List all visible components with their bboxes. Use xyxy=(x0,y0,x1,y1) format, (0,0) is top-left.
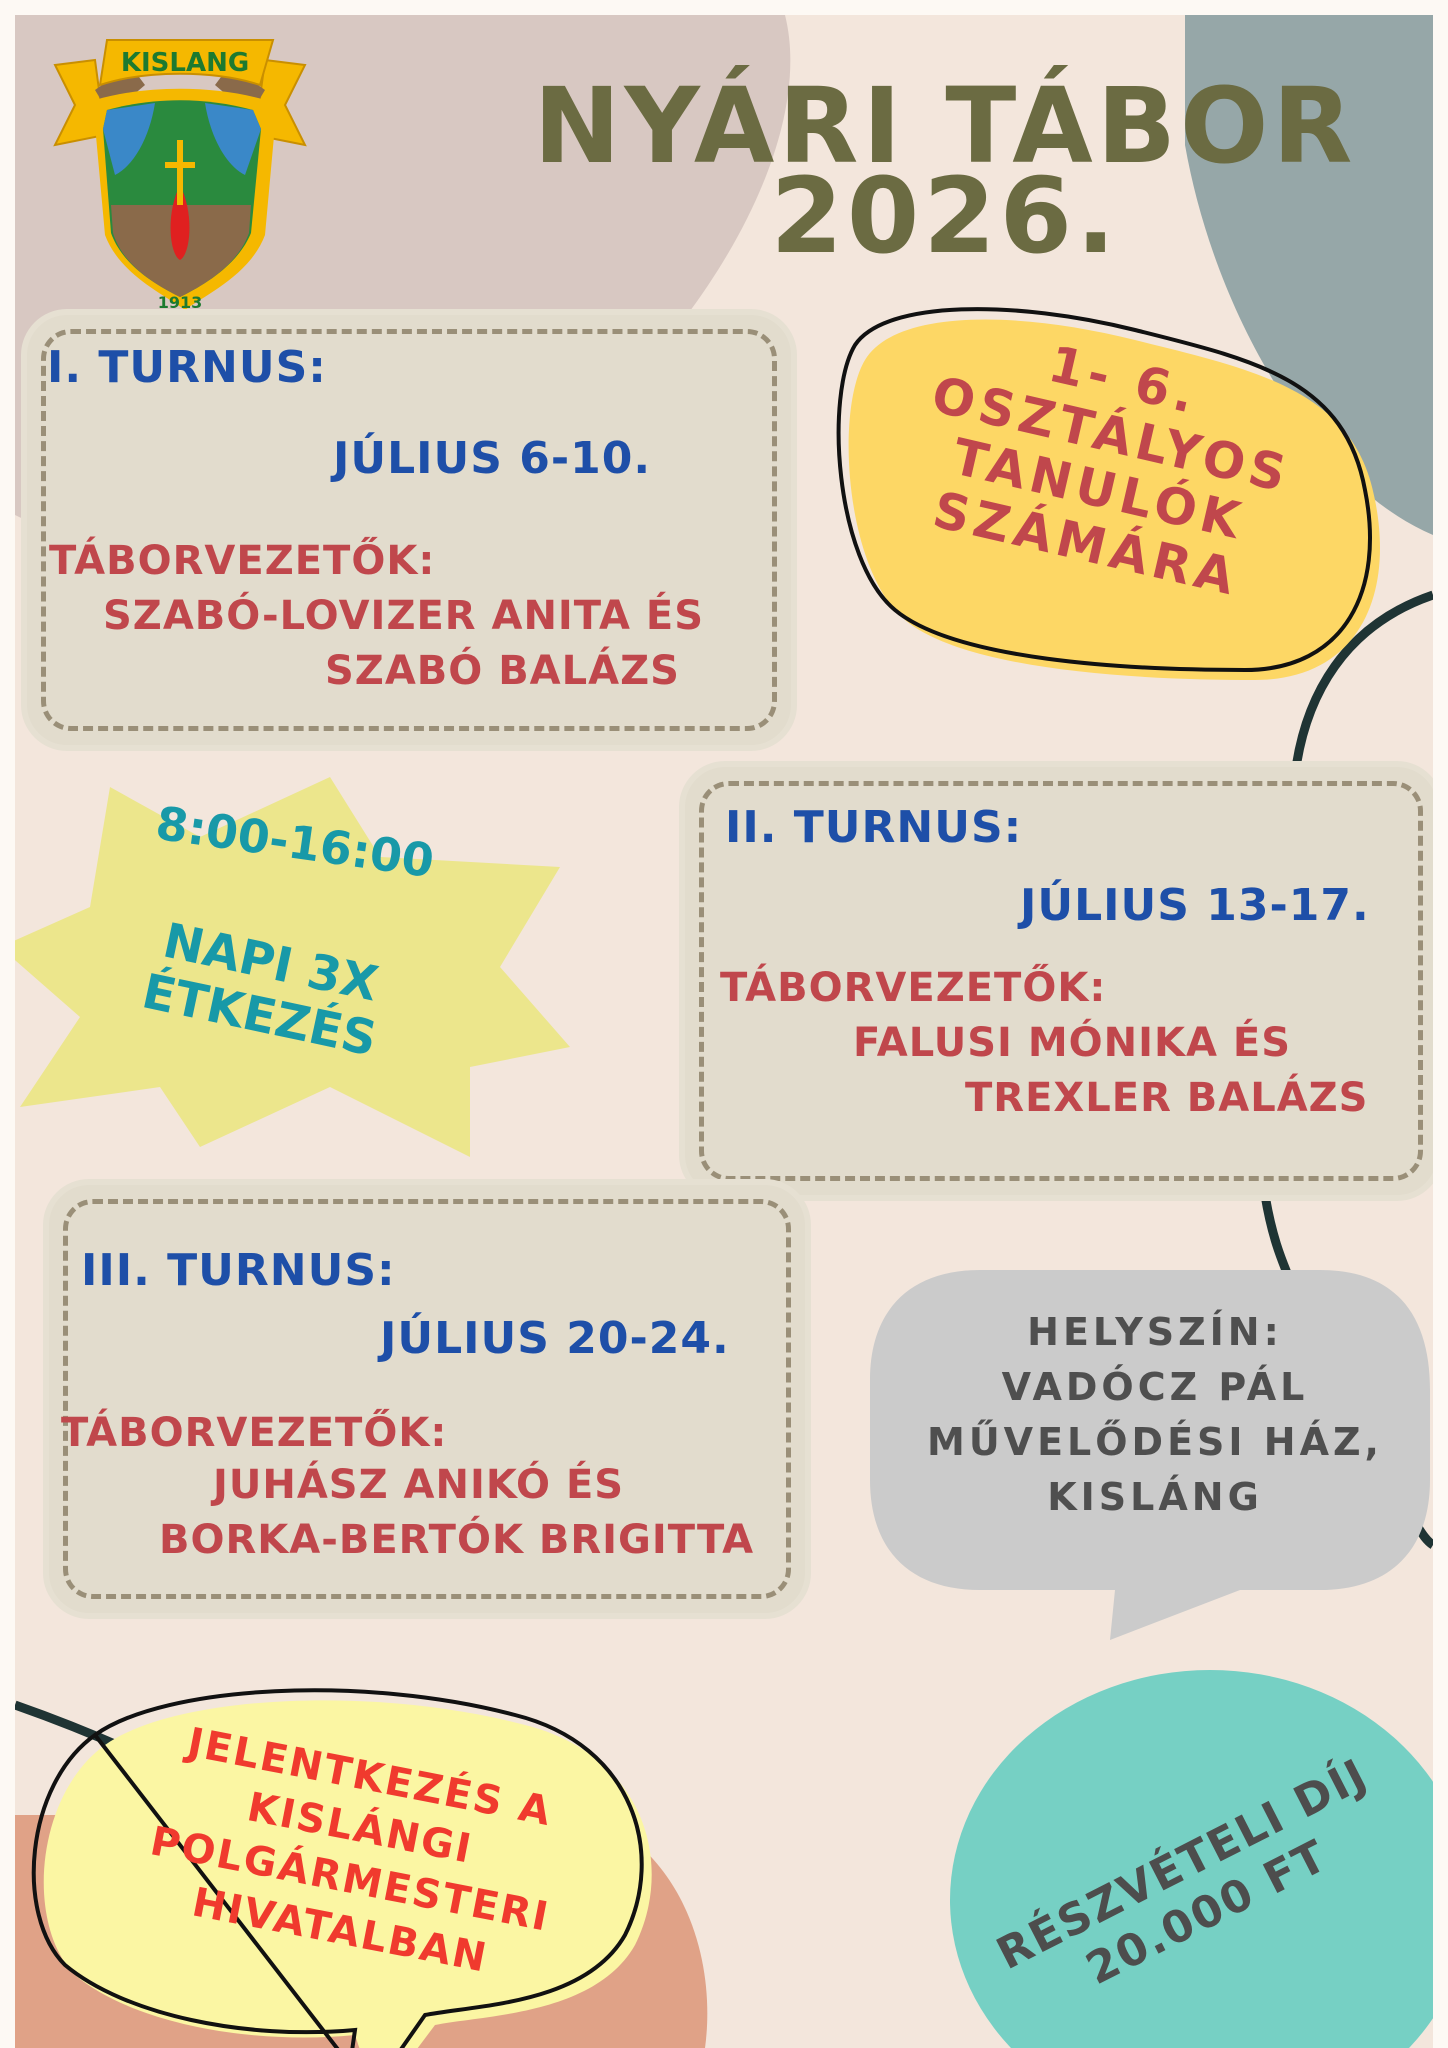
session-2-leader: TREXLER BALÁZS xyxy=(965,1075,1369,1121)
poster: KISLANG 1913 NYÁRI TÁBOR 2026. 1- 6. OSZ… xyxy=(15,15,1433,2048)
session-3-title: III. TURNUS: xyxy=(81,1245,396,1296)
bg-circle-top-right xyxy=(1185,15,1433,535)
session-2-leader: FALUSI MÓNIKA ÉS xyxy=(853,1020,1292,1066)
session-1-leader: SZABÓ-LOVIZER ANITA ÉS xyxy=(103,593,705,639)
session-1-leaders-label: TÁBORVEZETŐK: xyxy=(49,538,436,584)
svg-text:KISLANG: KISLANG xyxy=(121,48,249,78)
session-3-card xyxy=(49,1185,805,1613)
schedule-starburst xyxy=(15,777,570,1157)
registration-speech-bubble xyxy=(31,1688,652,2048)
bg-curve xyxy=(1290,590,1433,776)
session-2-card xyxy=(685,767,1433,1195)
session-1-leader: SZABÓ BALÁZS xyxy=(325,648,680,694)
svg-text:1913: 1913 xyxy=(158,293,203,312)
session-3-leader: JUHÁSZ ANIKÓ ÉS xyxy=(213,1462,625,1508)
session-1-dates: JÚLIUS 6-10. xyxy=(333,433,652,484)
title-line-2: 2026. xyxy=(770,155,1120,277)
session-1-title: I. TURNUS: xyxy=(47,342,327,393)
location-line: KISLÁNG xyxy=(1047,1475,1263,1519)
session-3-leader: BORKA-BERTÓK BRIGITTA xyxy=(159,1517,755,1563)
location-text: HELYSZÍN: VADÓCZ PÁL MŰVELŐDÉSI HÁZ, KIS… xyxy=(885,1305,1425,1525)
location-line: MŰVELŐDÉSI HÁZ, xyxy=(927,1420,1383,1464)
kislang-coat-of-arms-logo: KISLANG 1913 xyxy=(53,39,307,312)
location-line: VADÓCZ PÁL xyxy=(1001,1365,1309,1409)
fee-circle xyxy=(950,1670,1433,2048)
location-speech-bubble xyxy=(870,1270,1430,1640)
title-line-1: NYÁRI TÁBOR xyxy=(533,65,1357,187)
session-2-title: II. TURNUS: xyxy=(725,802,1023,853)
audience-blob xyxy=(836,307,1380,680)
session-3-leaders-label: TÁBORVEZETŐK: xyxy=(61,1410,448,1456)
session-1-card xyxy=(27,315,791,745)
session-2-leaders-label: TÁBORVEZETŐK: xyxy=(720,965,1107,1011)
session-2-dates: JÚLIUS 13-17. xyxy=(1020,880,1370,931)
location-label: HELYSZÍN: xyxy=(1027,1310,1283,1354)
session-3-dates: JÚLIUS 20-24. xyxy=(380,1313,730,1364)
